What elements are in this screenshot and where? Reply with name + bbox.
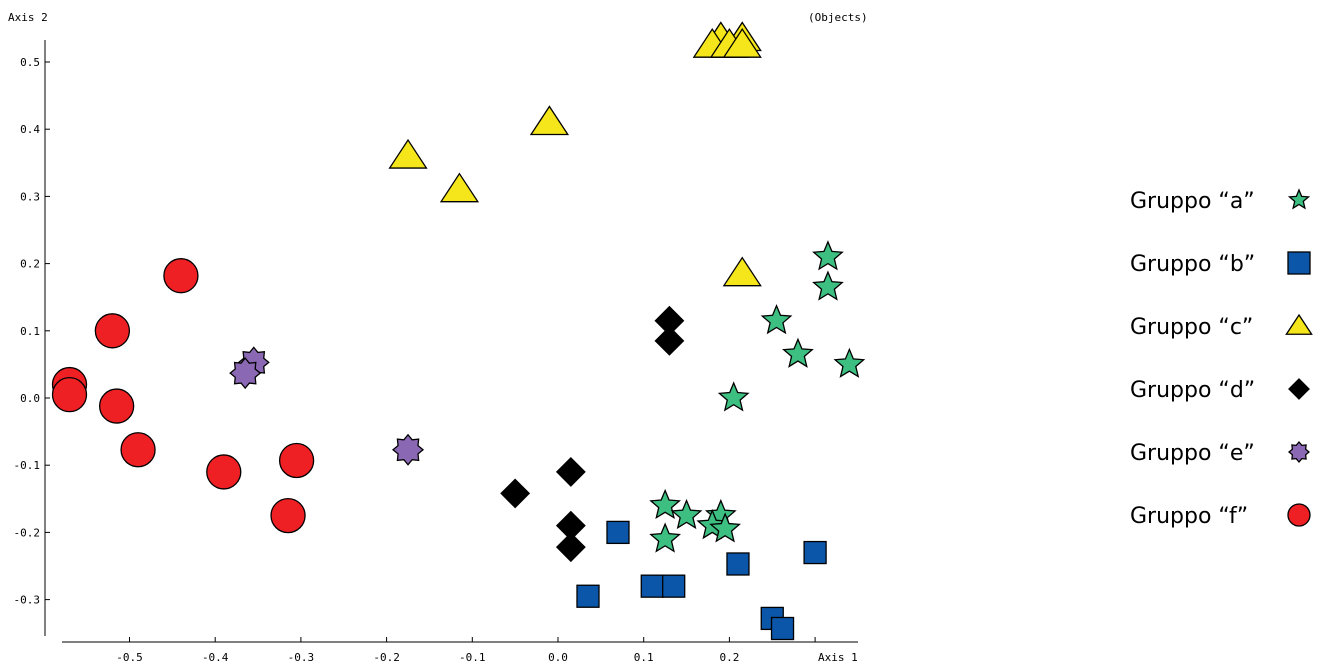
legend-diamond-icon	[1288, 378, 1310, 400]
point-star	[670, 498, 703, 530]
x-tick-label: -0.1	[459, 651, 486, 664]
point-star	[760, 304, 793, 335]
point-circle	[98, 388, 135, 424]
x-tick-label: -0.5	[116, 651, 143, 664]
ticks: 0.5 0.4 0.3 0.2 0.1 0.0 -0.1 -0.2 -0.3 -0.5 -0.4 -0…	[14, 56, 816, 664]
point-octagram	[391, 433, 425, 466]
point-square	[662, 574, 686, 598]
point-square	[640, 574, 664, 598]
point-star	[812, 270, 844, 301]
point-circle	[120, 432, 156, 468]
y-tick-label: -0.1	[14, 459, 41, 472]
corner-label: (Objects)	[808, 11, 868, 24]
point-triangle	[722, 28, 762, 58]
point-diamond	[500, 478, 531, 509]
x-tick-label: 0.0	[548, 651, 568, 664]
y-tick-label: 0.0	[20, 392, 40, 405]
data-points	[51, 21, 866, 641]
y-tick-label: 0.4	[20, 123, 40, 136]
point-square	[803, 540, 827, 565]
y-tick-label: 0.2	[20, 258, 40, 271]
point-circle	[51, 376, 88, 413]
axes: Axis 2 (Objects) Axis 1	[8, 11, 868, 664]
point-triangle	[388, 138, 428, 169]
point-square	[770, 616, 795, 641]
legend-label: Gruppo “a”	[1130, 189, 1255, 214]
legend-star-icon	[1287, 188, 1311, 210]
point-circle	[278, 442, 315, 479]
y-tick-label: -0.3	[14, 594, 41, 607]
x-tick-label: -0.4	[202, 651, 229, 664]
point-diamond	[555, 457, 586, 487]
point-circle	[163, 258, 199, 294]
y-axis-title: Axis 2	[8, 11, 48, 24]
legend-label: Gruppo “c”	[1130, 315, 1253, 340]
point-triangle	[722, 256, 762, 287]
point-octagram	[229, 357, 262, 390]
point-triangle	[439, 172, 480, 203]
point-diamond	[555, 532, 586, 563]
point-circle	[94, 313, 131, 349]
point-star	[649, 522, 681, 553]
legend-label: Gruppo “d”	[1130, 378, 1255, 403]
y-tick-label: 0.1	[20, 325, 40, 338]
x-tick-label: 0.2	[719, 651, 739, 664]
point-star	[717, 381, 750, 412]
point-triangle	[529, 105, 570, 136]
y-tick-label: 0.5	[20, 56, 40, 69]
point-circle	[270, 497, 306, 534]
point-star	[812, 240, 844, 271]
legend-square-icon	[1287, 251, 1311, 275]
point-square	[606, 520, 630, 545]
x-tick-label: -0.3	[288, 651, 315, 664]
legend-label: Gruppo “f”	[1130, 504, 1248, 529]
point-star	[833, 347, 866, 378]
x-axis-title: Axis 1	[818, 651, 858, 664]
legend-label: Gruppo “b”	[1130, 252, 1255, 277]
point-square	[576, 584, 600, 608]
y-tick-label: -0.2	[14, 526, 41, 539]
point-star	[782, 337, 814, 368]
point-star	[709, 512, 741, 543]
legend: Gruppo “a” Gruppo “b” Gruppo “c” Gruppo “d”…	[1130, 188, 1313, 529]
legend-triangle-icon	[1285, 313, 1313, 335]
legend-circle-icon	[1287, 503, 1311, 527]
point-square	[726, 552, 750, 576]
point-diamond	[654, 325, 685, 356]
x-tick-label: -0.2	[373, 651, 400, 664]
y-tick-label: 0.3	[20, 190, 40, 203]
legend-octagram-icon	[1287, 440, 1311, 464]
legend-label: Gruppo “e”	[1130, 441, 1255, 466]
x-tick-label: 0.1	[634, 651, 654, 664]
point-circle	[206, 454, 242, 490]
